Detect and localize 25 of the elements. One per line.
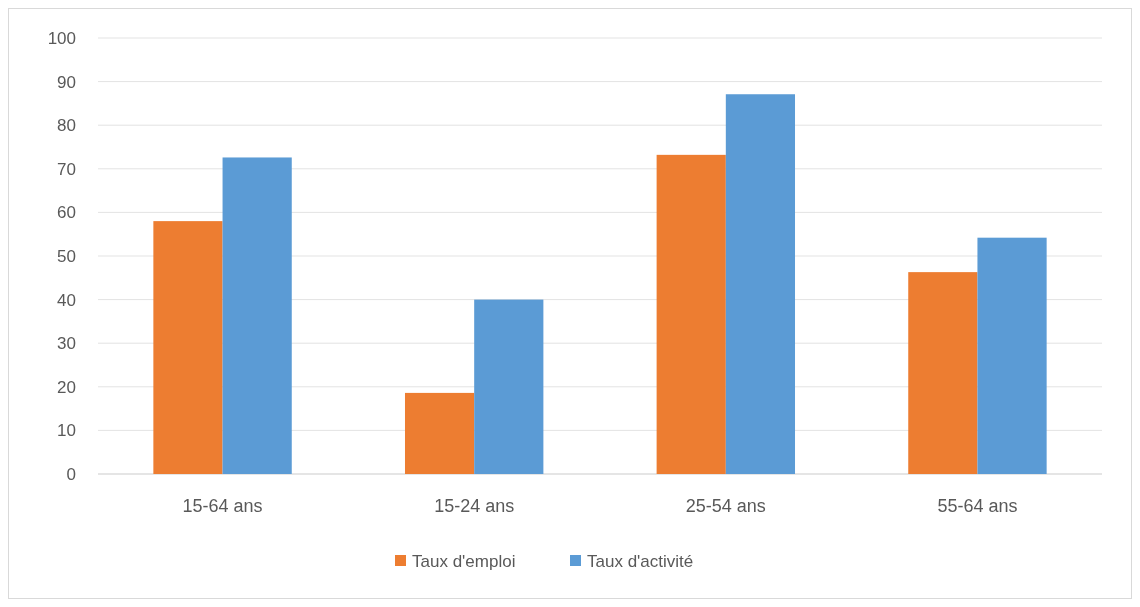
bar: [977, 237, 1047, 474]
bar: [222, 157, 292, 474]
y-tick-label: 10: [57, 421, 76, 441]
bar: [153, 221, 223, 474]
y-tick-label: 100: [47, 28, 76, 48]
legend-label: Taux d'activité: [587, 551, 694, 571]
y-tick-label: 60: [57, 203, 76, 223]
x-tick-label: 55-64 ans: [937, 496, 1018, 516]
bar: [908, 272, 978, 474]
x-tick-label: 25-54 ans: [685, 496, 766, 516]
legend-label: Taux d'emploi: [412, 551, 516, 571]
x-tick-label: 15-64 ans: [182, 496, 263, 516]
bar: [404, 392, 475, 474]
x-tick-label: 15-24 ans: [434, 496, 515, 516]
y-tick-label: 40: [57, 290, 76, 310]
y-tick-label: 0: [66, 464, 76, 484]
y-tick-label: 70: [57, 159, 76, 179]
bar: [656, 154, 726, 474]
y-tick-label: 50: [57, 246, 76, 266]
y-tick-label: 20: [57, 377, 76, 397]
y-tick-label: 30: [57, 334, 76, 354]
bar: [474, 299, 544, 474]
y-tick-label: 80: [57, 116, 76, 136]
bar: [725, 94, 796, 474]
y-tick-label: 90: [57, 72, 76, 92]
